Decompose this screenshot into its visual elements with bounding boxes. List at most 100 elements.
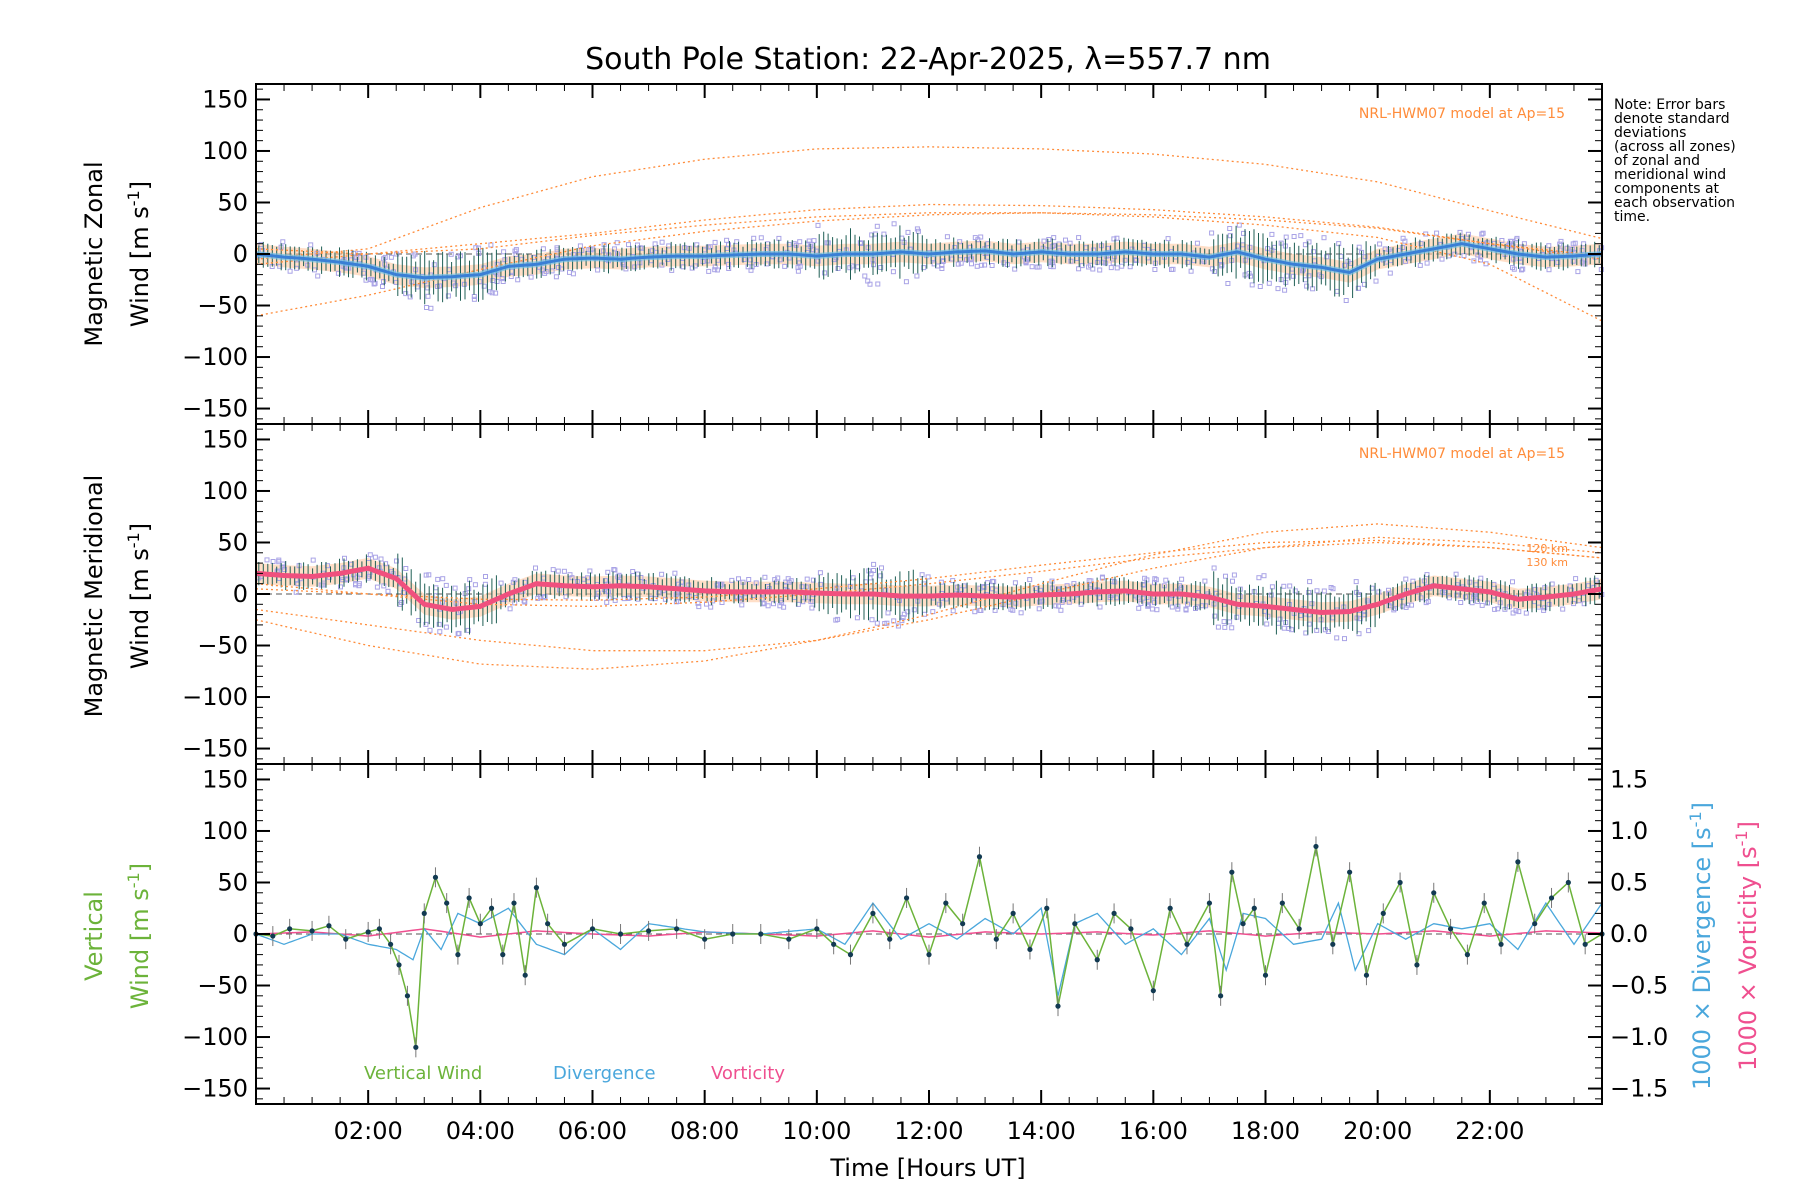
zonal-zone-point — [1579, 259, 1585, 265]
zonal-zone-point — [1579, 247, 1585, 253]
zonal-zone-point — [815, 258, 821, 264]
zonal-zone-point — [974, 263, 980, 269]
vertical-wind-point — [1184, 941, 1190, 947]
zonal-zone-point — [382, 254, 388, 260]
zonal-zone-point — [815, 222, 821, 228]
meridional-zone-point — [437, 629, 443, 635]
meridional-zone-point — [482, 581, 488, 587]
vertical-wind-point — [1447, 926, 1454, 932]
zonal-zone-point — [865, 278, 871, 284]
meridional-zone-point — [435, 576, 441, 582]
zonal-zone-point — [431, 262, 437, 268]
zonal-zone-point — [600, 248, 606, 254]
meridional-zone-point — [1307, 579, 1313, 585]
zonal-zone-point — [881, 231, 887, 237]
zonal-zone-point — [513, 252, 519, 257]
vertical-wind-point — [1498, 941, 1504, 947]
meridional-ytick-label: 150 — [202, 425, 248, 453]
zonal-zone-point — [795, 265, 801, 271]
vertical-wind-point — [960, 921, 966, 927]
zonal-zone-point — [471, 296, 477, 302]
zonal-zone-point — [1356, 285, 1361, 291]
zonal-ylabel-line2: Wind [m s-1] — [124, 181, 154, 327]
meridional-zone-point — [1264, 621, 1270, 627]
meridional-zone-point — [1027, 577, 1033, 583]
zonal-zone-point — [380, 284, 385, 289]
meridional-zone-point — [1212, 613, 1218, 619]
meridional-ytick-label: −100 — [182, 683, 248, 711]
zonal-zone-point — [1211, 269, 1217, 274]
zonal-zone-point — [748, 267, 754, 273]
vertical-wind-point — [1363, 972, 1370, 978]
vertical-ylabel-sup: -1 — [124, 872, 143, 888]
zonal-model-curve-2 — [255, 146, 1603, 260]
vertical-wind-point — [674, 926, 680, 932]
zonal-zone-point — [890, 269, 896, 275]
zonal-zone-point — [477, 279, 483, 285]
meridional-zone-point — [1211, 565, 1217, 571]
vertical-wind-point — [477, 921, 483, 927]
x-tick-label: 14:00 — [1007, 1117, 1076, 1145]
x-axis-ticks: 02:00 04:00 06:00 08:00 10:00 12:00 14:00 16:00… — [334, 1117, 1525, 1145]
zonal-zone-point — [407, 294, 413, 300]
vertical-wind-point — [1150, 988, 1156, 994]
meridional-zone-point — [385, 588, 391, 594]
vertical-ylabel-text: Wind [m s — [126, 888, 154, 1009]
meridional-zone-point — [1418, 595, 1424, 601]
zonal-zone-point — [1557, 247, 1563, 253]
meridional-zone-point — [1281, 625, 1287, 631]
meridional-zone-point — [696, 604, 702, 610]
meridional-zone-point — [1321, 588, 1327, 594]
meridional-zone-point — [777, 603, 783, 609]
vertical-wind-point — [444, 900, 450, 906]
zonal-zone-point — [1334, 288, 1340, 294]
zonal-zone-point — [508, 274, 514, 279]
vertical-wind-point — [413, 1044, 419, 1050]
meridional-zone-point — [320, 582, 326, 588]
zonal-zone-point — [1100, 259, 1106, 265]
zonal-zone-point — [1076, 266, 1082, 272]
meridional-zone-point — [1362, 612, 1368, 618]
vertical-wind-point — [870, 910, 876, 916]
meridional-zone-point — [1256, 575, 1262, 581]
x-tick-label: 04:00 — [446, 1117, 515, 1145]
zonal-zone-point — [969, 261, 974, 267]
vertical-wind-point — [1414, 962, 1420, 968]
meridional-zone-point — [638, 575, 644, 580]
zonal-zone-point — [1114, 235, 1120, 241]
meridional-zone-point — [604, 599, 610, 605]
zonal-zone-point — [1343, 298, 1349, 303]
vertical-wind-point — [617, 931, 624, 937]
vertical-wind-point — [786, 936, 792, 942]
meridional-zone-point — [452, 585, 458, 591]
zonal-zone-point — [797, 239, 803, 245]
vertical-wind-point — [466, 895, 472, 901]
meridional-zone-point — [1183, 607, 1189, 613]
meridional-zone-point — [1571, 601, 1577, 607]
vertical-wind-point — [1111, 910, 1117, 916]
vertical-wind-point — [903, 895, 910, 901]
meridional-zone-point — [765, 603, 771, 609]
zonal-zone-point — [649, 248, 655, 254]
vertical-ylabel-close: ] — [126, 863, 154, 872]
zonal-zone-point — [1108, 265, 1114, 271]
vertical-wind-point — [1279, 900, 1285, 906]
vertical-wind-point — [1565, 879, 1571, 886]
meridional-zone-point — [1234, 614, 1240, 620]
zonal-zone-point — [403, 291, 409, 297]
meridional-zone-point — [656, 590, 662, 596]
zonal-zone-point — [528, 274, 534, 280]
meridional-zone-point — [270, 559, 276, 564]
y2-tick-label: −0.5 — [1610, 972, 1668, 1000]
meridional-zone-point — [344, 576, 350, 582]
meridional-zone-point — [662, 596, 668, 602]
meridional-zone-point — [871, 568, 877, 573]
zonal-zone-point — [1290, 273, 1296, 279]
meridional-zone-point — [1546, 601, 1552, 607]
legend-vertical-wind: Vertical Wind — [364, 1063, 482, 1084]
meridional-zone-point — [1152, 580, 1157, 586]
vertical-wind-point — [455, 952, 461, 958]
meridional-zone-point — [1532, 586, 1538, 592]
zonal-zone-point — [891, 221, 897, 227]
